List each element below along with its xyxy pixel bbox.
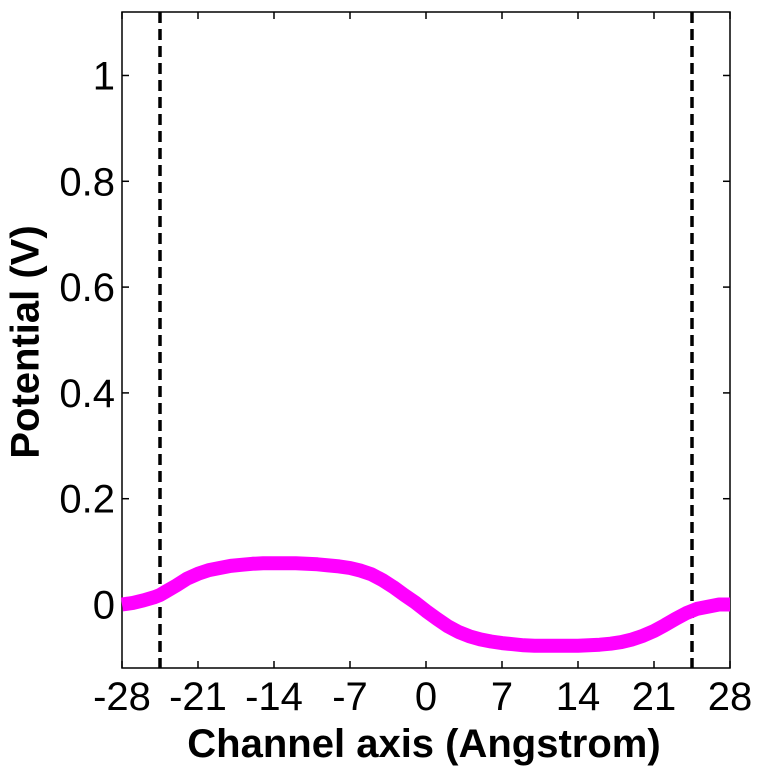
x-tick-label: 7 [491,675,513,719]
x-tick-label: 0 [415,675,437,719]
y-tick-label: 0.6 [59,266,115,310]
x-tick-label: -21 [169,675,227,719]
potential-series-line [120,556,730,653]
y-tick-label: 0.4 [59,372,115,416]
x-tick-label: -7 [332,675,368,719]
x-tick-label: -14 [245,675,303,719]
y-tick-label: 1 [93,54,115,98]
y-tick-label: 0.2 [59,478,115,522]
x-tick-label: 14 [556,675,601,719]
y-axis-label: Potential (V) [4,225,48,458]
plot-area: -28 -21 -14 -7 0 7 14 21 28 0 0.2 0.4 0.6 0.8 1 [59,11,753,719]
x-axis-label: Channel axis (Angstrom) [187,722,660,766]
y-tick-label: 0.8 [59,160,115,204]
x-tick-label: 28 [708,675,753,719]
axes-box [121,11,731,669]
x-tick-label: 21 [632,675,677,719]
y-tick-label: 0 [93,584,115,628]
x-tick-label: -28 [93,675,151,719]
